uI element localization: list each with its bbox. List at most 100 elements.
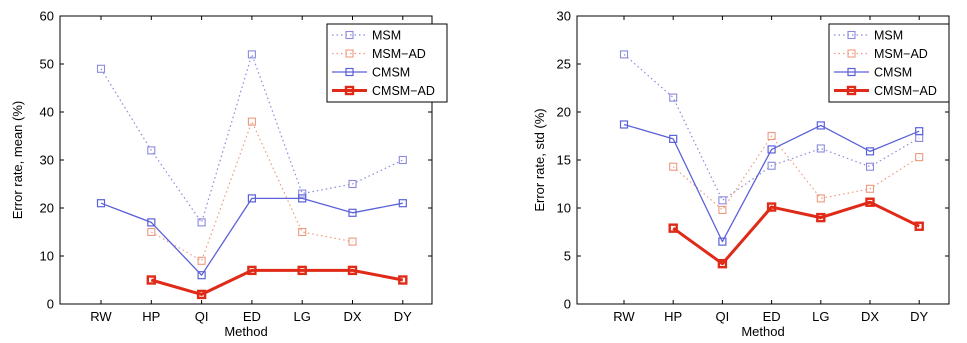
legend-swatch-marker xyxy=(345,67,354,77)
data-point xyxy=(717,258,728,269)
data-point xyxy=(298,194,307,203)
y-tick-label: 0 xyxy=(564,297,571,312)
data-point xyxy=(865,184,875,193)
x-axis-label: Method xyxy=(224,324,267,339)
data-point xyxy=(767,161,776,170)
x-tick-label: DX xyxy=(861,309,879,324)
series-line xyxy=(100,197,403,276)
data-point xyxy=(718,205,727,214)
data-point xyxy=(147,146,156,155)
legend-label: CMSM xyxy=(874,66,912,80)
data-point xyxy=(146,275,157,285)
series-line xyxy=(623,53,920,201)
data-point xyxy=(197,271,206,280)
data-point xyxy=(668,223,678,233)
y-tick-label: 40 xyxy=(40,105,54,120)
data-point xyxy=(619,120,629,129)
data-point xyxy=(816,144,825,153)
y-tick-label: 5 xyxy=(564,249,571,264)
data-point xyxy=(619,50,629,59)
series-msm-ad xyxy=(147,117,357,265)
data-point xyxy=(865,162,875,171)
y-tick-label: 20 xyxy=(40,201,54,216)
data-point xyxy=(298,227,307,237)
y-axis-label: Error rate, mean (%) xyxy=(10,101,25,219)
x-tick-label: LG xyxy=(812,309,829,324)
data-point xyxy=(398,155,407,165)
series-cmsm-ad xyxy=(668,197,924,269)
data-point xyxy=(348,208,357,217)
data-point xyxy=(669,93,678,102)
x-tick-label: RW xyxy=(90,309,112,324)
data-point xyxy=(147,218,156,227)
data-point xyxy=(914,221,924,231)
data-point xyxy=(718,237,727,246)
x-tick-label: QI xyxy=(716,309,730,324)
y-tick-label: 25 xyxy=(557,57,571,72)
legend-swatch-marker xyxy=(345,49,354,58)
series-cmsm-ad xyxy=(146,265,408,300)
data-point xyxy=(96,64,106,73)
data-point xyxy=(147,227,156,237)
data-point xyxy=(398,199,407,208)
legend-swatch-marker xyxy=(344,85,355,96)
data-point xyxy=(865,147,875,156)
legend-label: MSM−AD xyxy=(372,47,426,61)
y-tick-label: 30 xyxy=(557,9,571,24)
series-line xyxy=(672,135,920,211)
data-point xyxy=(816,212,826,223)
y-tick-label: 30 xyxy=(40,153,54,168)
chart-panel-2: 0 5 10 15 20 25 30 RW HP QI ED LG DX DY Method Error ra… xyxy=(532,9,950,339)
x-axis-label: Method xyxy=(741,324,784,339)
data-point xyxy=(197,218,206,227)
data-point xyxy=(669,162,678,171)
data-point xyxy=(766,202,777,212)
series-line xyxy=(100,53,404,223)
legend-swatch-marker xyxy=(847,30,856,40)
y-axis-label: Error rate, std (%) xyxy=(532,108,547,211)
data-point xyxy=(718,196,727,205)
data-point xyxy=(96,199,106,208)
series-line xyxy=(150,268,404,296)
data-point xyxy=(915,127,924,136)
legend-label: MSM xyxy=(874,29,903,43)
x-tick-label: DY xyxy=(394,309,412,324)
series-cmsm xyxy=(619,120,924,246)
x-tick-label: LG xyxy=(294,309,311,324)
x-tick-label: QI xyxy=(195,309,209,324)
data-point xyxy=(247,265,257,276)
legend-label: CMSM xyxy=(372,66,410,80)
data-point xyxy=(348,237,357,246)
series-cmsm xyxy=(96,194,407,280)
data-point xyxy=(915,153,924,162)
y-tick-label: 20 xyxy=(557,105,571,120)
y-tick-label: 0 xyxy=(47,297,54,312)
series-msm xyxy=(96,50,407,227)
chart-panel-1: 0 10 20 30 40 50 60 RW HP QI ED LG DX DY Method Error r… xyxy=(10,9,448,339)
legend-label: MSM xyxy=(372,29,401,43)
data-point xyxy=(347,265,358,276)
y-tick-label: 15 xyxy=(557,153,571,168)
data-point xyxy=(247,50,256,59)
data-point xyxy=(669,134,678,143)
y-tick-label: 10 xyxy=(40,249,54,264)
legend-label: MSM−AD xyxy=(874,47,928,61)
legend: MSM MSM−AD CMSM CMSM−AD xyxy=(326,23,448,103)
data-point xyxy=(196,289,207,300)
x-tick-label: HP xyxy=(664,309,682,324)
x-tick-label: RW xyxy=(613,309,635,324)
data-point xyxy=(767,131,776,141)
data-point xyxy=(398,275,408,285)
x-tick-label: HP xyxy=(142,309,160,324)
x-tick-label: ED xyxy=(243,309,261,324)
data-point xyxy=(767,145,776,154)
data-point xyxy=(348,179,357,189)
legend-swatch-marker xyxy=(847,49,856,58)
legend-swatch-marker xyxy=(846,85,857,96)
data-point xyxy=(297,265,307,276)
series-msm xyxy=(619,50,924,205)
legend: MSM MSM−AD CMSM CMSM−AD xyxy=(828,23,950,103)
y-tick-label: 50 xyxy=(40,57,54,72)
data-point xyxy=(816,194,825,203)
data-point xyxy=(197,256,206,265)
